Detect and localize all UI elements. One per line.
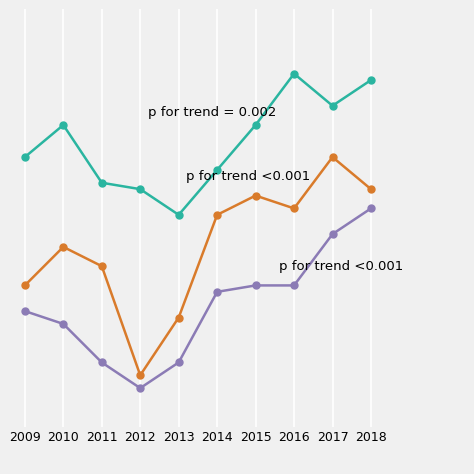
Text: p for trend <0.001: p for trend <0.001 bbox=[279, 260, 403, 273]
Text: p for trend = 0.002: p for trend = 0.002 bbox=[148, 106, 276, 118]
Text: p for trend <0.001: p for trend <0.001 bbox=[186, 170, 310, 183]
